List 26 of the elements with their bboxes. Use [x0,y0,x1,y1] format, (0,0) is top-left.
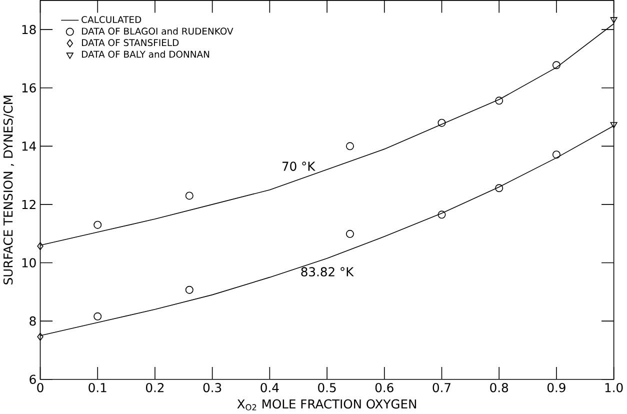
legend-label: DATA OF STANSFIELD [82,39,179,46]
x-tick-label: 0.9 [547,383,566,392]
y-tick-label: 8 [30,316,36,326]
y-tick-label: 14 [22,142,36,151]
x-tick-label: 1.0 [605,383,623,392]
legend-label: DATA OF BLAGOI and RUDENKOV [82,28,234,35]
x-tick-label: 0.3 [203,383,222,392]
y-axis-title: SURFACE TENSION , DYNES/CM [3,96,14,284]
x-tick-label: 0.5 [318,383,336,392]
y-tick-label: 16 [22,83,36,93]
x-tick-label: 0 [37,383,44,392]
legend-label: DATA OF BALY and DONNAN [82,50,210,58]
x-tick-label: 0.8 [490,383,508,392]
y-tick-label: 18 [22,25,36,34]
annotation: 70 °K [282,162,316,172]
y-tick-label: 12 [22,200,36,210]
y-tick-label: 10 [22,258,36,268]
legend-label: CALCULATED [82,16,142,24]
annotation: 83.82 °K [301,267,354,277]
x-axis-title: X$_{O2}$ MOLE FRACTION OXYGEN [237,399,416,410]
x-tick-label: 0.1 [88,383,106,392]
x-tick-label: 0.2 [146,383,164,392]
x-tick-label: 0.6 [375,383,394,392]
y-tick-label: 6 [30,374,36,384]
x-tick-label: 0.7 [432,383,450,392]
x-tick-label: 0.4 [260,383,279,392]
